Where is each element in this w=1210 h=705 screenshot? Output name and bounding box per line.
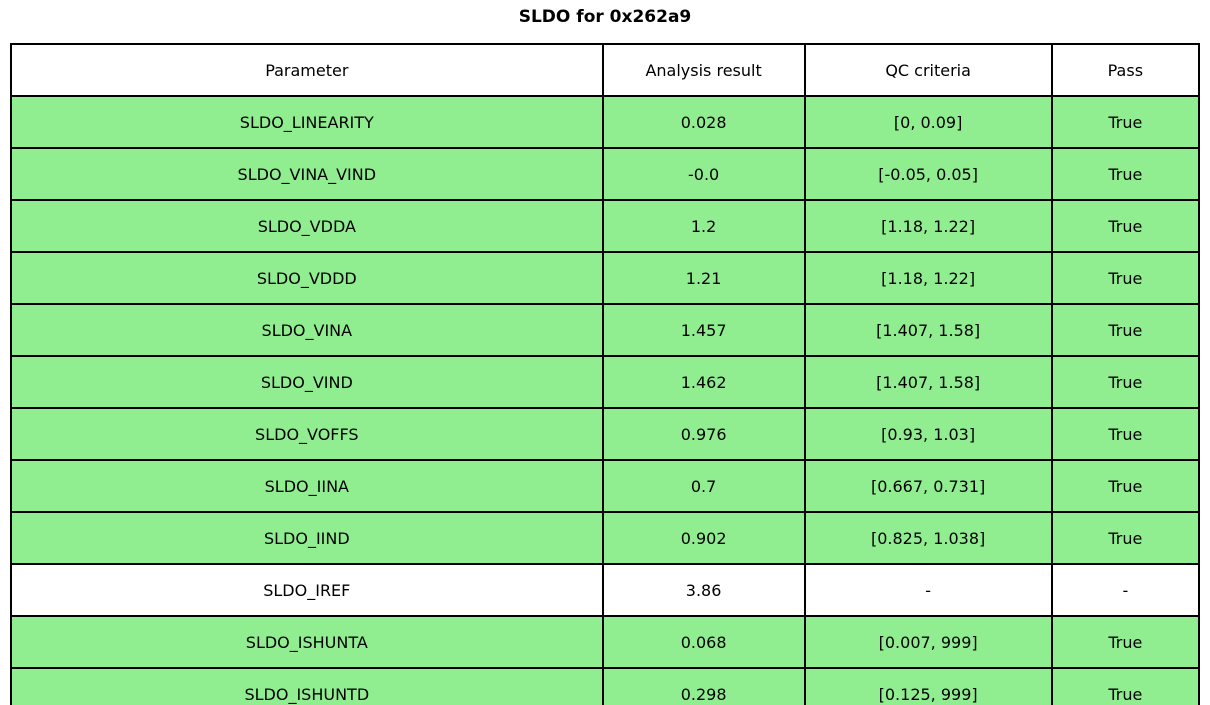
cell-pass: True [1050, 147, 1201, 201]
cell-parameter: SLDO_VOFFS [10, 407, 604, 461]
cell-pass: True [1050, 407, 1201, 461]
cell-result: 0.902 [601, 511, 806, 565]
table-row: SLDO_ISHUNTA 0.068 [0.007, 999] True [10, 615, 1201, 669]
cell-result: 1.21 [601, 251, 806, 305]
cell-pass: True [1050, 355, 1201, 409]
column-header-analysis-result: Analysis result [601, 43, 806, 97]
cell-result: 3.86 [601, 563, 806, 617]
cell-result: 0.028 [601, 95, 806, 149]
table-row: SLDO_VINA 1.457 [1.407, 1.58] True [10, 303, 1201, 357]
cell-criteria: [-0.05, 0.05] [803, 147, 1053, 201]
cell-parameter: SLDO_VINA_VIND [10, 147, 604, 201]
table-row: SLDO_IREF 3.86 - - [10, 563, 1201, 617]
table-header-row: Parameter Analysis result QC criteria Pa… [10, 43, 1201, 97]
cell-pass: - [1050, 563, 1201, 617]
cell-parameter: SLDO_IINA [10, 459, 604, 513]
cell-result: 1.2 [601, 199, 806, 253]
cell-parameter: SLDO_VIND [10, 355, 604, 409]
table-row: SLDO_VOFFS 0.976 [0.93, 1.03] True [10, 407, 1201, 461]
cell-result: 0.7 [601, 459, 806, 513]
cell-criteria: [0.007, 999] [803, 615, 1053, 669]
qc-results-table: Parameter Analysis result QC criteria Pa… [10, 43, 1201, 705]
cell-pass: True [1050, 511, 1201, 565]
cell-criteria: [0.93, 1.03] [803, 407, 1053, 461]
cell-parameter: SLDO_IIND [10, 511, 604, 565]
cell-result: 0.976 [601, 407, 806, 461]
cell-result: 1.457 [601, 303, 806, 357]
cell-pass: True [1050, 251, 1201, 305]
cell-parameter: SLDO_LINEARITY [10, 95, 604, 149]
cell-criteria: [1.407, 1.58] [803, 355, 1053, 409]
cell-pass: True [1050, 95, 1201, 149]
cell-parameter: SLDO_VDDA [10, 199, 604, 253]
cell-pass: True [1050, 615, 1201, 669]
cell-criteria: [1.407, 1.58] [803, 303, 1053, 357]
cell-parameter: SLDO_VINA [10, 303, 604, 357]
cell-parameter: SLDO_IREF [10, 563, 604, 617]
table-row: SLDO_ISHUNTD 0.298 [0.125, 999] True [10, 667, 1201, 705]
table-row: SLDO_IIND 0.902 [0.825, 1.038] True [10, 511, 1201, 565]
cell-criteria: [0.825, 1.038] [803, 511, 1053, 565]
cell-result: 1.462 [601, 355, 806, 409]
cell-criteria: [0.125, 999] [803, 667, 1053, 705]
cell-parameter: SLDO_ISHUNTA [10, 615, 604, 669]
table-row: SLDO_LINEARITY 0.028 [0, 0.09] True [10, 95, 1201, 149]
column-header-qc-criteria: QC criteria [803, 43, 1053, 97]
cell-criteria: [1.18, 1.22] [803, 251, 1053, 305]
page-title: SLDO for 0x262a9 [518, 7, 692, 27]
cell-parameter: SLDO_VDDD [10, 251, 604, 305]
table-row: SLDO_VINA_VIND -0.0 [-0.05, 0.05] True [10, 147, 1201, 201]
column-header-parameter: Parameter [10, 43, 604, 97]
cell-result: -0.0 [601, 147, 806, 201]
cell-parameter: SLDO_ISHUNTD [10, 667, 604, 705]
table-row: SLDO_VDDD 1.21 [1.18, 1.22] True [10, 251, 1201, 305]
cell-pass: True [1050, 459, 1201, 513]
column-header-pass: Pass [1050, 43, 1201, 97]
cell-pass: True [1050, 303, 1201, 357]
table-row: SLDO_VIND 1.462 [1.407, 1.58] True [10, 355, 1201, 409]
cell-criteria: - [803, 563, 1053, 617]
cell-criteria: [1.18, 1.22] [803, 199, 1053, 253]
cell-pass: True [1050, 199, 1201, 253]
cell-pass: True [1050, 667, 1201, 705]
table-row: SLDO_IINA 0.7 [0.667, 0.731] True [10, 459, 1201, 513]
cell-result: 0.298 [601, 667, 806, 705]
cell-result: 0.068 [601, 615, 806, 669]
cell-criteria: [0.667, 0.731] [803, 459, 1053, 513]
cell-criteria: [0, 0.09] [803, 95, 1053, 149]
table-row: SLDO_VDDA 1.2 [1.18, 1.22] True [10, 199, 1201, 253]
